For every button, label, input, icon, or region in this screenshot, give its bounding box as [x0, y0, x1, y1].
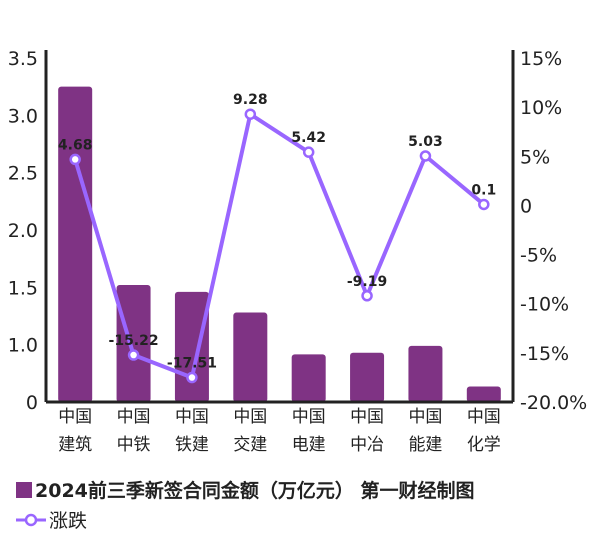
- x-tick-label-line1: 中国: [350, 407, 384, 427]
- right-tick-label: 15%: [520, 48, 562, 70]
- legend-line-marker-icon: [16, 513, 46, 526]
- data-label-4: 5.42: [291, 130, 326, 146]
- x-tick-label-line2: 建筑: [58, 435, 92, 455]
- bar-1: [116, 285, 151, 402]
- left-tick-label: 2.0: [8, 220, 38, 242]
- data-label-6: 5.03: [408, 134, 443, 150]
- left-tick-label: 1.5: [8, 277, 38, 299]
- x-tick-label-line1: 中国: [233, 407, 267, 427]
- left-tick-label: 3.5: [8, 48, 38, 70]
- x-tick-label-line1: 中国: [175, 407, 209, 427]
- x-tick-label-line1: 中国: [117, 407, 151, 427]
- bar-4: [291, 354, 326, 402]
- bar-7: [466, 386, 501, 402]
- left-tick-label: 2.5: [8, 163, 38, 185]
- line-point-4: [302, 146, 315, 158]
- right-tick-label: -20.0%: [520, 392, 587, 414]
- data-label-7: 0.1: [471, 182, 496, 198]
- legend-item-line: 涨跌: [16, 506, 87, 533]
- line-point-1: [127, 349, 140, 361]
- left-tick-label: 1.0: [8, 335, 38, 357]
- right-tick-label: -10%: [520, 294, 569, 316]
- x-tick-label-line1: 中国: [408, 407, 442, 427]
- x-tick-label-line2: 中冶: [350, 435, 384, 455]
- left-tick-label: 0: [26, 392, 38, 414]
- right-tick-label: 0: [520, 195, 532, 217]
- x-tick-label-line2: 电建: [292, 435, 326, 455]
- line-point-3: [244, 108, 257, 120]
- chart: 0 1.0 1.5 2.0 2.5 3.0 3.5 -20.0% -15% -10% -5% 0 5% 1…: [8, 48, 587, 455]
- data-label-5: -9.19: [347, 274, 387, 290]
- x-tick-label-line1: 中国: [292, 407, 326, 427]
- legend-bar-label: 2024前三季新签合同金额（万亿元） 第一财经制图: [35, 480, 475, 502]
- line-point-2: [186, 371, 198, 384]
- x-tick-label-line2: 化学: [467, 435, 501, 455]
- x-tick-label-line2: 中铁: [117, 435, 151, 455]
- data-label-3: 9.28: [233, 92, 268, 108]
- right-tick-label: 10%: [520, 97, 562, 119]
- x-tick-label-line2: 能建: [408, 435, 442, 455]
- left-tick-label: 3.0: [8, 105, 38, 127]
- x-tick-label-line1: 中国: [58, 407, 92, 427]
- line-series: [73, 112, 486, 380]
- bar-5: [350, 352, 385, 402]
- x-tick-label-line2: 铁建: [175, 435, 209, 455]
- x-tick-label-line1: 中国: [467, 407, 501, 427]
- legend-line-label: 涨跌: [49, 510, 88, 532]
- right-tick-label: -5%: [520, 245, 557, 267]
- bar-6: [408, 345, 443, 402]
- line-point-6: [419, 150, 432, 162]
- line-point-5: [361, 290, 373, 302]
- legend-bar-swatch: [16, 481, 32, 498]
- line-point-7: [478, 198, 490, 211]
- bar-0: [58, 86, 93, 403]
- bar-3: [233, 312, 268, 402]
- data-label-0: 4.68: [58, 137, 93, 153]
- bar-2: [174, 291, 209, 402]
- right-tick-label: 5%: [520, 146, 550, 168]
- data-label-1: -15.22: [109, 333, 159, 349]
- x-tick-label-line2: 交建: [233, 435, 267, 455]
- line-point-0: [69, 153, 81, 166]
- data-label-2: -17.51: [167, 356, 217, 372]
- legend-item-bar: 2024前三季新签合同金额（万亿元） 第一财经制图: [16, 476, 475, 503]
- right-tick-label: -15%: [520, 343, 569, 365]
